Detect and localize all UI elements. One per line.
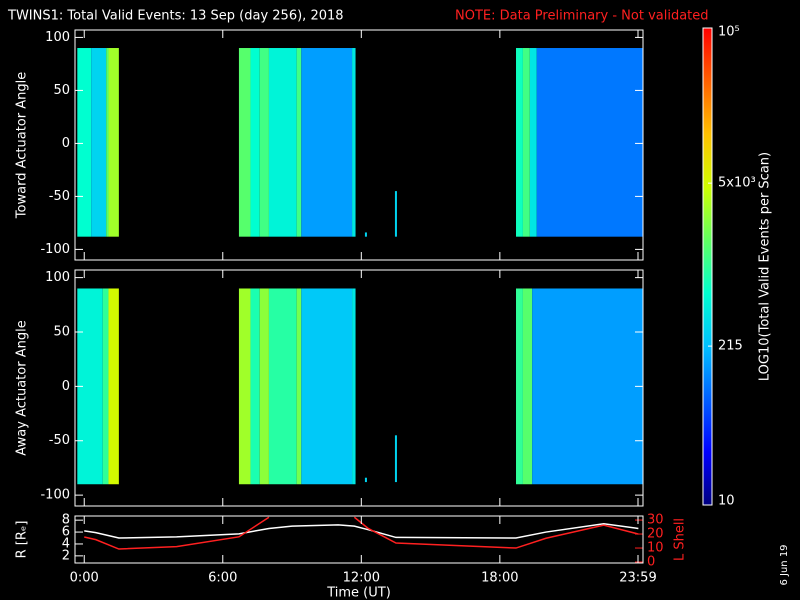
heatmap-cell [250,288,260,485]
heatmap-cell [268,288,297,485]
x-tick-label: 23:59 [619,571,656,586]
y2-axis-label: L Shell [673,518,688,561]
heatmap-cell [516,288,523,485]
x-tick-label: 6:00 [208,571,237,586]
y-tick-label: -100 [40,242,70,257]
heatmap-cell [296,48,302,237]
heatmap-cell [536,48,643,237]
plot-frame [74,515,644,564]
y-tick-label: 100 [45,30,70,45]
colorbar [702,27,713,506]
heatmap-cell [352,48,356,237]
heatmap-cell [108,288,119,485]
note: NOTE: Data Preliminary - Not validated [455,9,709,24]
heatmap-cell [296,288,302,485]
line [84,516,639,550]
heatmap-cell [91,48,107,237]
plot-frame [74,29,644,261]
y-axis-label: Toward Actuator Angle [15,72,30,219]
colorbar-tick-label: 5x10³ [718,176,756,191]
heatmap-cell [352,288,356,485]
plot-frame [74,269,644,507]
colorbar-label: LOG10(Total Valid Events per Scan) [758,152,773,381]
y-tick-label: 0 [62,136,70,151]
y-tick-label: -50 [49,433,70,448]
x-axis-label: Time (UT) [326,586,391,600]
chart-title: TWINS1: Total Valid Events: 13 Sep (day … [7,9,344,24]
y-tick-label: -50 [49,189,70,204]
heatmap-spike [364,477,367,483]
heatmap-cell [529,48,537,237]
y-tick-label: 50 [53,324,70,339]
y-tick-label: -100 [40,488,70,503]
y2-tick-label: 0 [647,555,655,570]
y-tick-label: 8 [62,513,70,528]
y2-tick-label: 20 [647,527,664,542]
x-tick-label: 0:00 [70,571,99,586]
y-tick-label: 6 [62,525,70,540]
heatmap-spike [364,232,367,237]
x-tick-label: 12:00 [343,571,380,586]
colorbar-tick-label: 215 [718,339,743,354]
line [84,522,639,539]
heatmap-spike [394,191,397,237]
colorbar-tick-label: 10⁵ [718,25,740,40]
date-stamp: 6 Jun 19 [779,544,790,585]
heatmap-cell [522,48,530,237]
colorbar-tick-label: 10 [718,494,735,509]
heatmap-cell [301,48,353,237]
heatmap-cell [102,288,109,485]
heatmap-cell [238,48,251,237]
heatmap-cell [268,48,297,237]
x-tick-label: 18:00 [481,571,518,586]
y-tick-label: 100 [45,270,70,285]
y2-tick-label: 10 [647,541,664,556]
heatmap-cell [522,288,533,485]
heatmap-cell [108,48,119,237]
plot-area [84,516,639,550]
heatmap-cell [301,288,353,485]
heatmap-cell [532,288,643,485]
heatmap-cell [259,48,269,237]
heatmap-cell [238,288,251,485]
heatmap-cell [77,48,92,237]
y-tick-label: 2 [62,548,70,563]
heatmap-cell [250,48,260,237]
y-tick-label: 0 [62,379,70,394]
heatmap-cell [516,48,523,237]
heatmap-cell [259,288,269,485]
y2-tick-label: 30 [647,513,664,528]
y-tick-label: 4 [62,536,70,551]
y-tick-label: 50 [53,83,70,98]
y-axis-label: Away Actuator Angle [15,320,30,455]
heatmap-spike [394,435,397,483]
heatmap-cell [106,48,109,237]
y-axis-label: R [Rₑ] [15,521,30,559]
